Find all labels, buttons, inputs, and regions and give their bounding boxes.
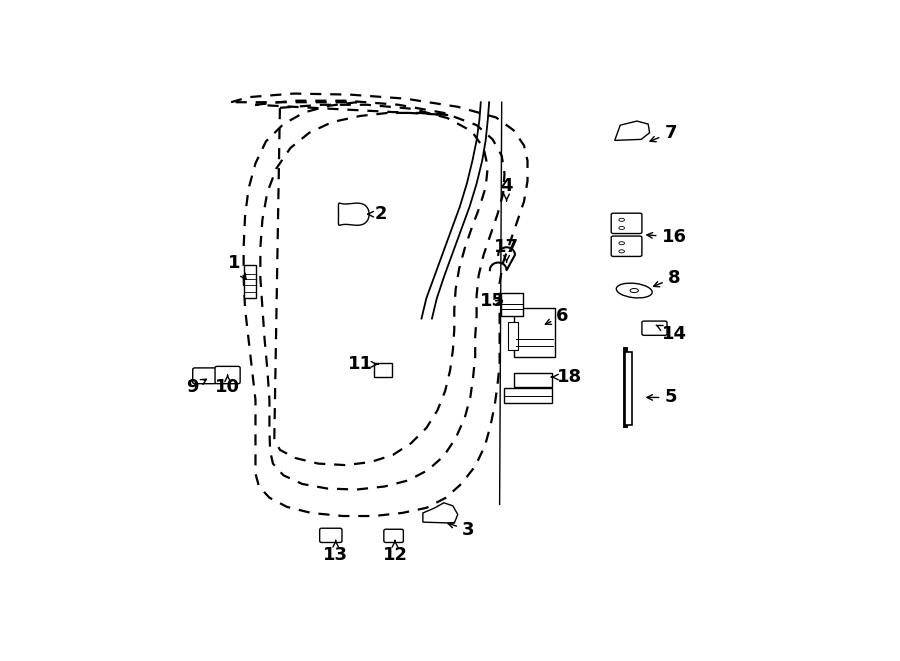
Text: 9: 9	[186, 378, 206, 396]
Ellipse shape	[616, 283, 652, 298]
Text: 2: 2	[368, 205, 387, 223]
Text: 7: 7	[650, 124, 677, 141]
Bar	[514, 373, 552, 387]
Text: 8: 8	[653, 269, 680, 287]
Ellipse shape	[619, 218, 625, 221]
FancyBboxPatch shape	[611, 214, 642, 233]
Ellipse shape	[619, 250, 625, 253]
Polygon shape	[338, 203, 369, 225]
Polygon shape	[615, 121, 650, 140]
Ellipse shape	[619, 227, 625, 229]
Text: 12: 12	[382, 541, 408, 564]
FancyBboxPatch shape	[215, 366, 240, 383]
Bar	[514, 308, 555, 357]
Text: 15: 15	[480, 292, 505, 310]
FancyBboxPatch shape	[193, 368, 216, 383]
Text: 11: 11	[347, 356, 378, 373]
Text: 16: 16	[647, 228, 687, 246]
Text: 5: 5	[647, 389, 677, 407]
FancyBboxPatch shape	[320, 528, 342, 543]
Text: 10: 10	[215, 375, 240, 396]
Bar	[626, 352, 632, 426]
Text: 13: 13	[323, 541, 348, 564]
Bar	[374, 363, 392, 377]
FancyBboxPatch shape	[611, 236, 642, 256]
Text: 17: 17	[494, 238, 519, 262]
Text: 14: 14	[656, 325, 687, 343]
Text: 4: 4	[500, 177, 513, 201]
FancyBboxPatch shape	[642, 321, 667, 335]
Text: 3: 3	[448, 521, 474, 539]
Text: 6: 6	[545, 307, 569, 325]
Ellipse shape	[630, 288, 638, 293]
Bar	[244, 265, 256, 298]
Polygon shape	[423, 503, 458, 523]
Bar	[501, 293, 523, 316]
Text: 18: 18	[551, 368, 582, 386]
FancyBboxPatch shape	[383, 529, 403, 543]
Ellipse shape	[619, 242, 625, 245]
Text: 1: 1	[229, 254, 246, 280]
Bar	[508, 322, 518, 350]
Bar	[505, 388, 552, 403]
